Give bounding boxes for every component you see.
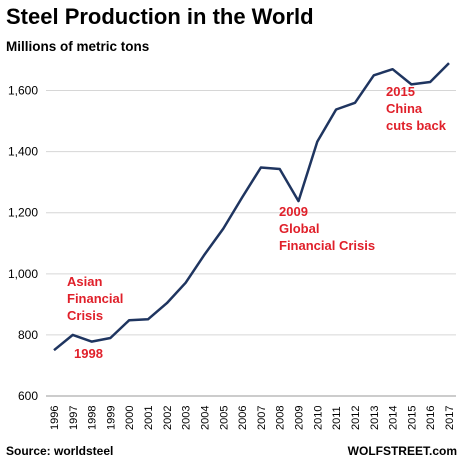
x-tick-label: 2008	[275, 406, 287, 430]
source-label: Source: worldsteel	[6, 444, 114, 458]
y-tick-label: 600	[18, 389, 38, 403]
x-tick-label: 2014	[388, 406, 400, 430]
x-tick-label: 2017	[444, 406, 456, 430]
x-tick-label: 2006	[237, 406, 249, 430]
x-tick-label: 1996	[49, 406, 61, 430]
x-tick-label: 2004	[199, 406, 211, 430]
annotation-label: 1998	[74, 346, 103, 361]
x-tick-label: 2009	[294, 406, 306, 430]
annotation-label: Asian Financial Crisis	[67, 274, 123, 323]
x-tick-label: 2016	[425, 406, 437, 430]
x-tick-label: 2005	[218, 406, 230, 430]
annotations: Asian Financial Crisis 1998 2009 Global Financ…	[67, 84, 447, 361]
x-tick-label: 1997	[68, 406, 80, 430]
y-tick-label: 1,600	[8, 84, 38, 98]
y-axis-ticks: 600 800 1,000 1,200 1,400 1,600	[8, 84, 38, 403]
chart-title: Steel Production in the World	[6, 4, 314, 29]
gridlines	[46, 90, 456, 397]
x-tick-label: 2015	[406, 406, 418, 430]
x-axis-ticks: 1996 1997 1998 1999 2000 2001 2002 2003 2004 2005…	[49, 406, 456, 430]
y-tick-label: 1,000	[8, 267, 38, 281]
site-label: WOLFSTREET.com	[347, 444, 457, 458]
x-tick-label: 1999	[105, 406, 117, 430]
y-tick-label: 1,200	[8, 206, 38, 220]
y-tick-label: 800	[18, 328, 38, 342]
x-tick-label: 2013	[369, 406, 381, 430]
series-line	[53, 62, 450, 352]
x-tick-label: 2003	[181, 406, 193, 430]
x-tick-label: 1998	[87, 406, 99, 430]
annotation-label: 2015 China cuts back	[386, 84, 447, 133]
x-tick-label: 2000	[124, 406, 136, 430]
annotation-label: 2009 Global Financial Crisis	[279, 204, 375, 253]
x-tick-label: 2011	[331, 406, 343, 430]
y-tick-label: 1,400	[8, 145, 38, 159]
x-tick-label: 2007	[256, 406, 268, 430]
x-tick-label: 2002	[162, 406, 174, 430]
y-axis-unit-label: Millions of metric tons	[6, 39, 150, 54]
x-tick-label: 2010	[312, 406, 324, 430]
x-tick-label: 2001	[143, 406, 155, 430]
x-tick-label: 2012	[350, 406, 362, 430]
